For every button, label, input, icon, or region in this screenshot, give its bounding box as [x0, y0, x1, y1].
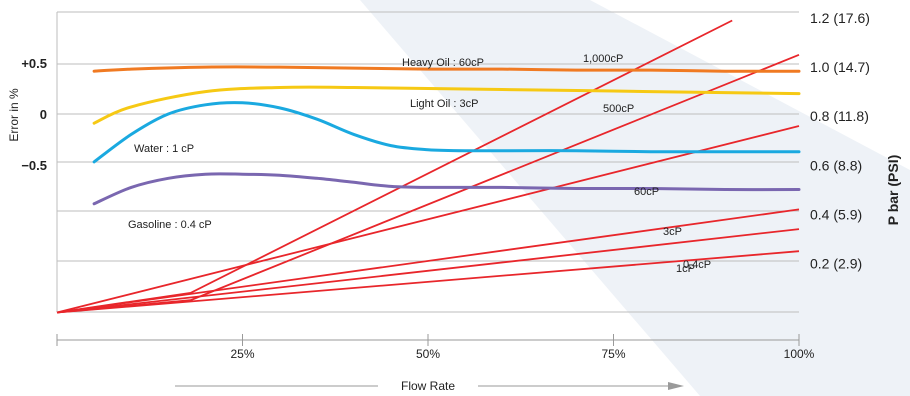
y-right-tick-label: 0.2 (2.9) — [810, 255, 862, 271]
axes: 25% 50% 75% 100% +0.5 0 −0.5 1.2 (17.6) 1.0 (14.… — [21, 10, 870, 361]
series-label-light-oil-3cp: Light Oil : 3cP — [410, 98, 478, 110]
x-tick-label: 50% — [416, 347, 440, 361]
pressure-line-60cp — [56, 125, 800, 314]
pressure-line-0-4cp — [56, 250, 800, 314]
series-label-gasoline-0-4-cp: Gasoline : 0.4 cP — [128, 219, 212, 231]
y-left-tick-label: +0.5 — [21, 56, 47, 71]
grid-lines — [57, 11, 799, 313]
series-label-heavy-oil-60cp: Heavy Oil : 60cP — [402, 57, 484, 69]
y-right-tick-label: 0.8 (11.8) — [810, 108, 869, 124]
y-left-tick-label: 0 — [40, 107, 47, 122]
y-right-tick-label: 0.6 (8.8) — [810, 157, 862, 173]
series-label-1cp: 1cP — [676, 263, 695, 275]
x-tick-label: 100% — [784, 347, 815, 361]
watermark-shape — [360, 0, 910, 396]
series-label-0-4cp: 0.4cP — [683, 259, 711, 271]
y-axis-right-label: P bar (PSI) — [885, 155, 901, 226]
y-right-tick-label: 0.4 (5.9) — [810, 206, 862, 222]
error-line-gasoline-0-4-cp — [92, 172, 801, 206]
y-axis-left-label: Error in % — [7, 88, 21, 142]
series-label-500cp: 500cP — [603, 103, 634, 115]
flow-rate-arrowhead — [668, 382, 684, 390]
y-right-tick-label: 1.2 (17.6) — [810, 10, 870, 26]
x-axis-label: Flow Rate — [401, 379, 455, 393]
error-line-heavy-oil-60cp — [92, 65, 801, 73]
series-label-3cp: 3cP — [663, 226, 682, 238]
error-line-water-1-cp — [92, 101, 801, 164]
x-tick-label: 75% — [601, 347, 625, 361]
series-label-1-000cp: 1,000cP — [583, 53, 623, 65]
pressure-lines — [56, 19, 800, 314]
y-left-tick-label: −0.5 — [21, 158, 47, 173]
series-label-60cp: 60cP — [634, 186, 659, 198]
x-tick-label: 25% — [230, 347, 254, 361]
pressure-line-1cp — [56, 228, 800, 314]
y-right-tick-label: 1.0 (14.7) — [810, 59, 870, 75]
labels: Heavy Oil : 60cP Light Oil : 3cP Water : 1… — [128, 53, 711, 275]
error-lines — [92, 65, 801, 206]
pressure-line-3cp — [56, 208, 800, 314]
error-line-light-oil-3cp — [92, 85, 801, 125]
series-label-water-1-cp: Water : 1 cP — [134, 143, 194, 155]
